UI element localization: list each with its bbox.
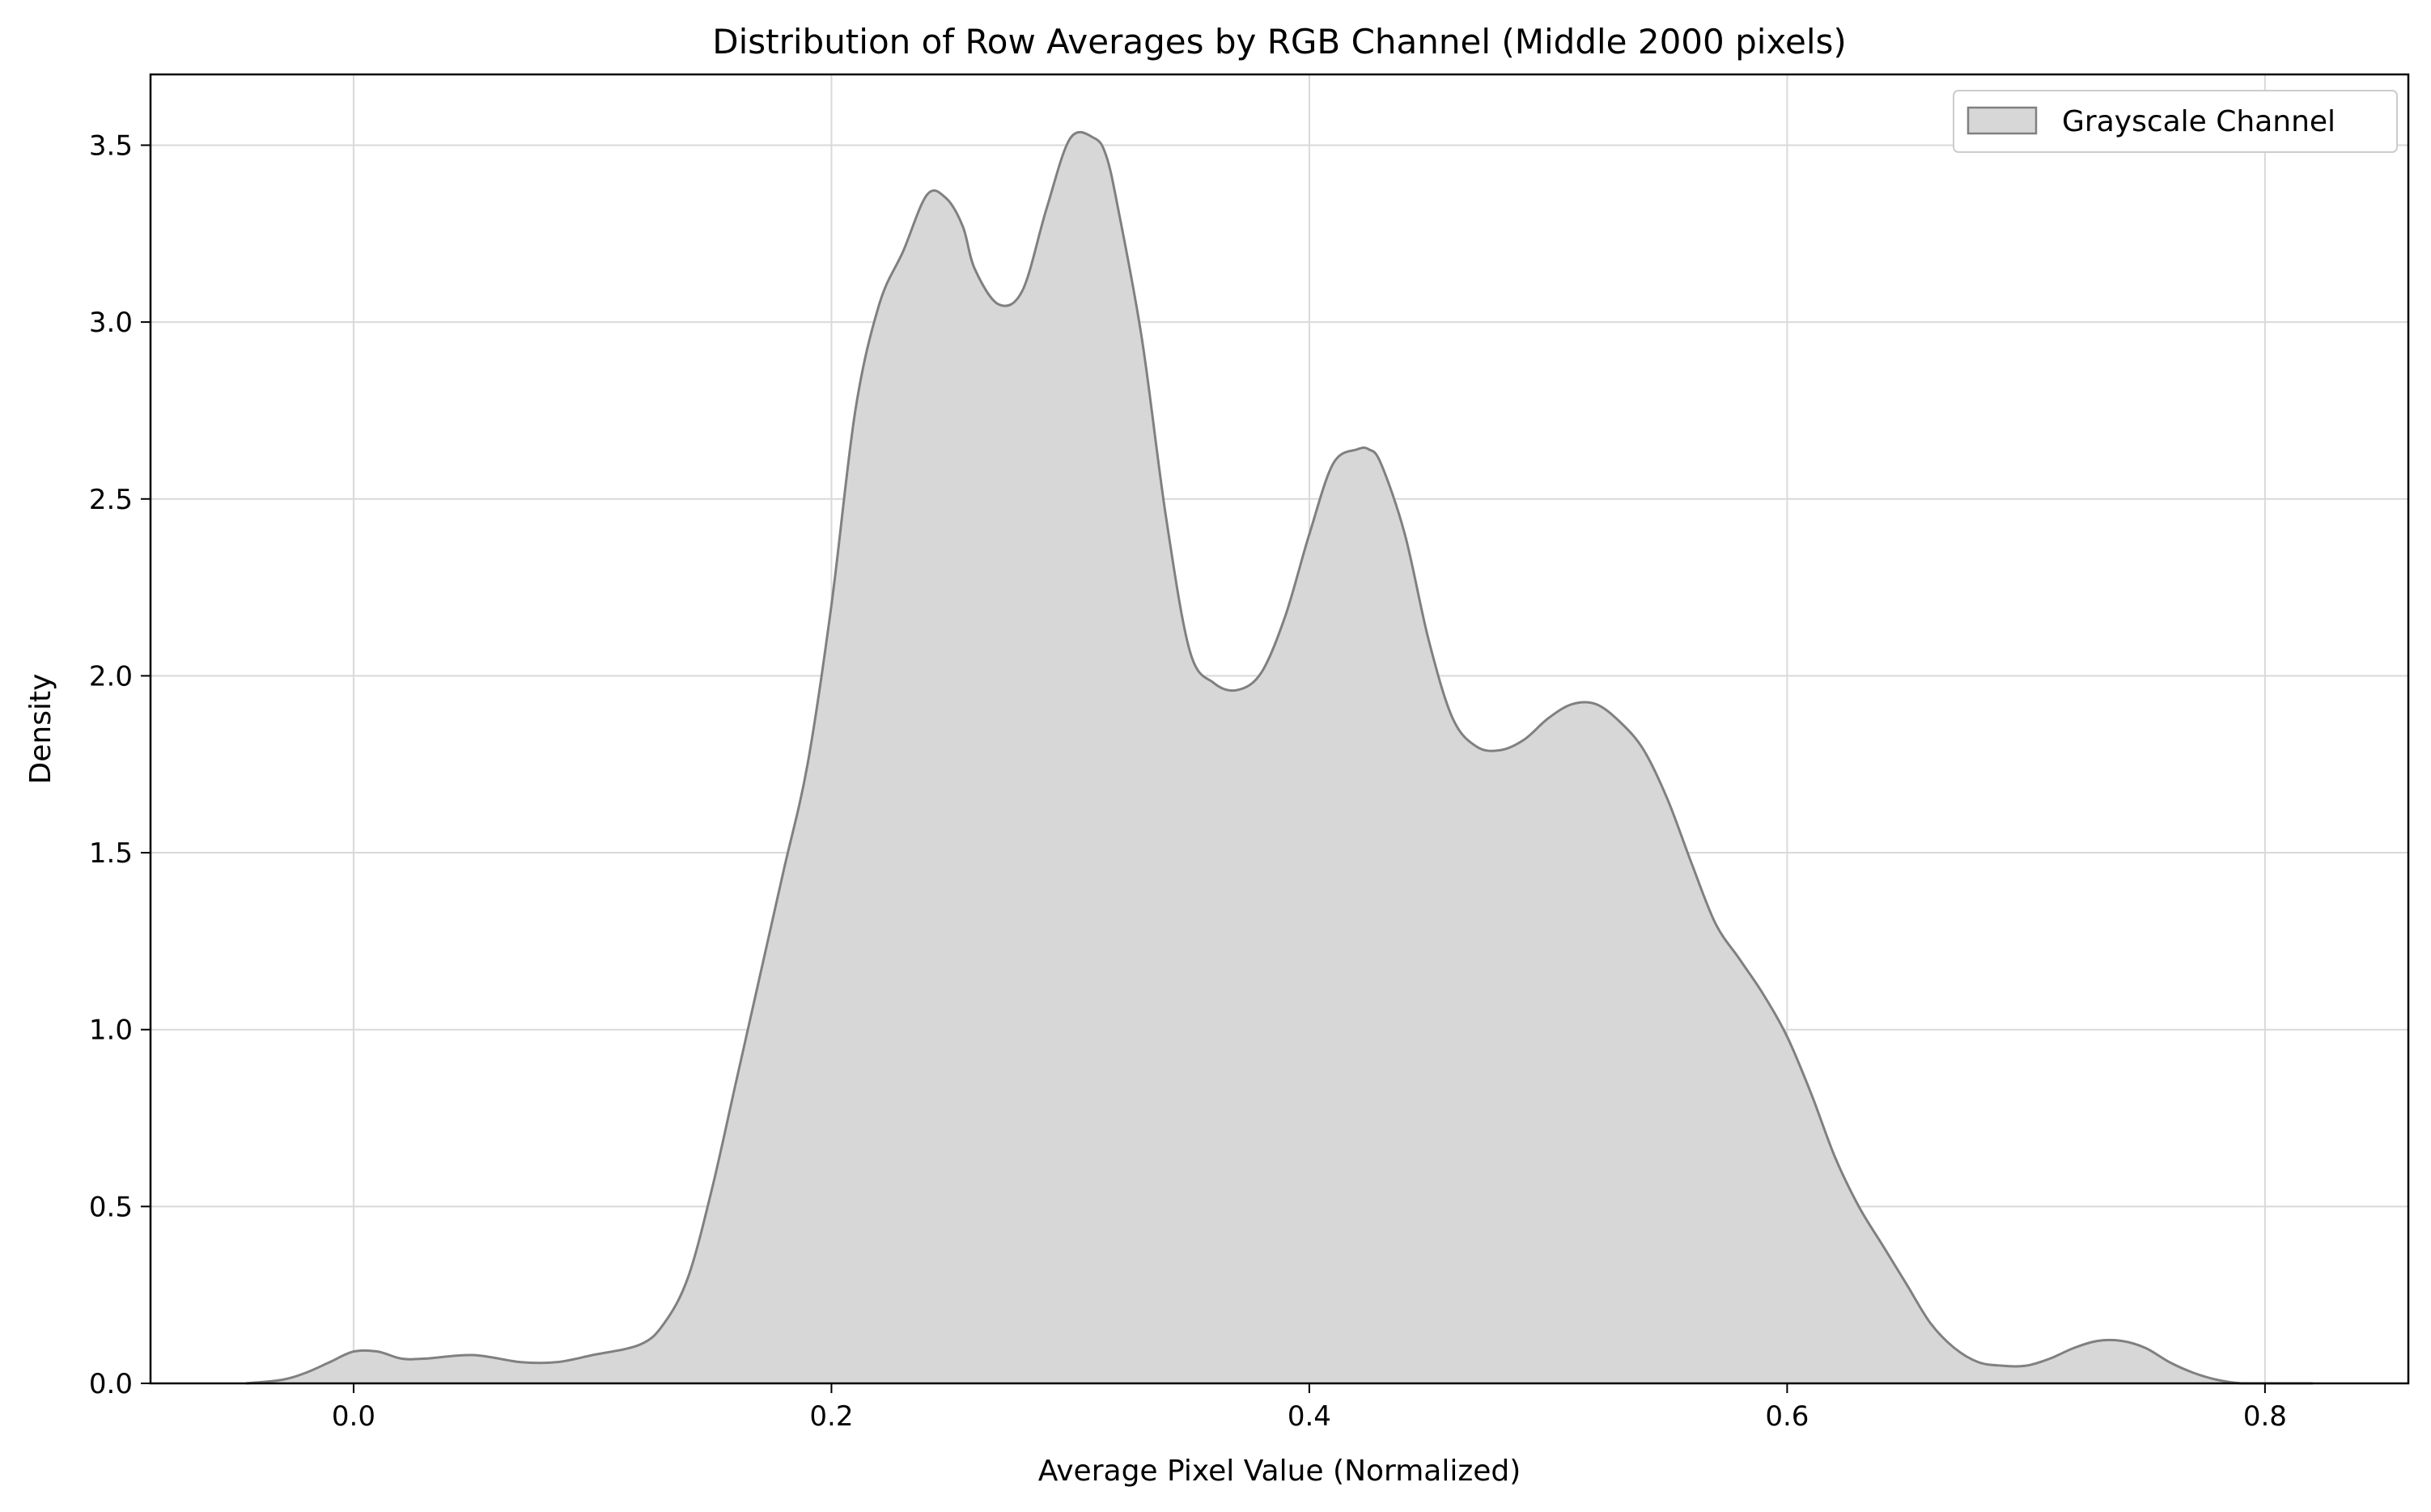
chart-title: Distribution of Row Averages by RGB Chan… — [712, 22, 1847, 61]
legend-label: Grayscale Channel — [2062, 105, 2336, 138]
axes — [149, 73, 2410, 1385]
y-axis-ticks: 0.0 0.5 1.0 1.5 2.0 2.5 3.0 3.5 — [89, 129, 151, 1400]
x-tick-label-2: 0.4 — [1288, 1400, 1331, 1433]
x-tick-label-1: 0.2 — [809, 1400, 853, 1433]
legend: Grayscale Channel — [1953, 90, 2398, 153]
y-tick-label-1: 0.5 — [89, 1191, 133, 1223]
y-tick-label-3: 1.5 — [89, 837, 133, 870]
legend-swatch — [1966, 106, 2038, 135]
x-tick-label-0: 0.0 — [332, 1400, 375, 1433]
x-tick-label-4: 0.8 — [2243, 1400, 2287, 1433]
legend-box — [1953, 90, 2398, 153]
y-tick-label-5: 2.5 — [89, 484, 133, 516]
x-axis-ticks: 0.0 0.2 0.4 0.6 0.8 — [332, 1383, 2287, 1433]
density-line-0 — [245, 130, 2313, 1385]
y-tick-label-2: 1.0 — [89, 1014, 133, 1047]
y-tick-label-4: 2.0 — [89, 660, 133, 692]
density-area-0 — [246, 132, 2313, 1384]
x-axis-label: Average Pixel Value (Normalized) — [1038, 1455, 1521, 1488]
y-tick-label-6: 3.0 — [89, 307, 133, 339]
y-tick-label-0: 0.0 — [89, 1368, 133, 1400]
y-tick-label-7: 3.5 — [89, 129, 133, 162]
plot-frame — [149, 73, 2410, 1385]
series-layer — [245, 130, 2313, 1385]
y-axis-label: Density — [24, 674, 57, 785]
x-tick-label-3: 0.6 — [1765, 1400, 1809, 1433]
